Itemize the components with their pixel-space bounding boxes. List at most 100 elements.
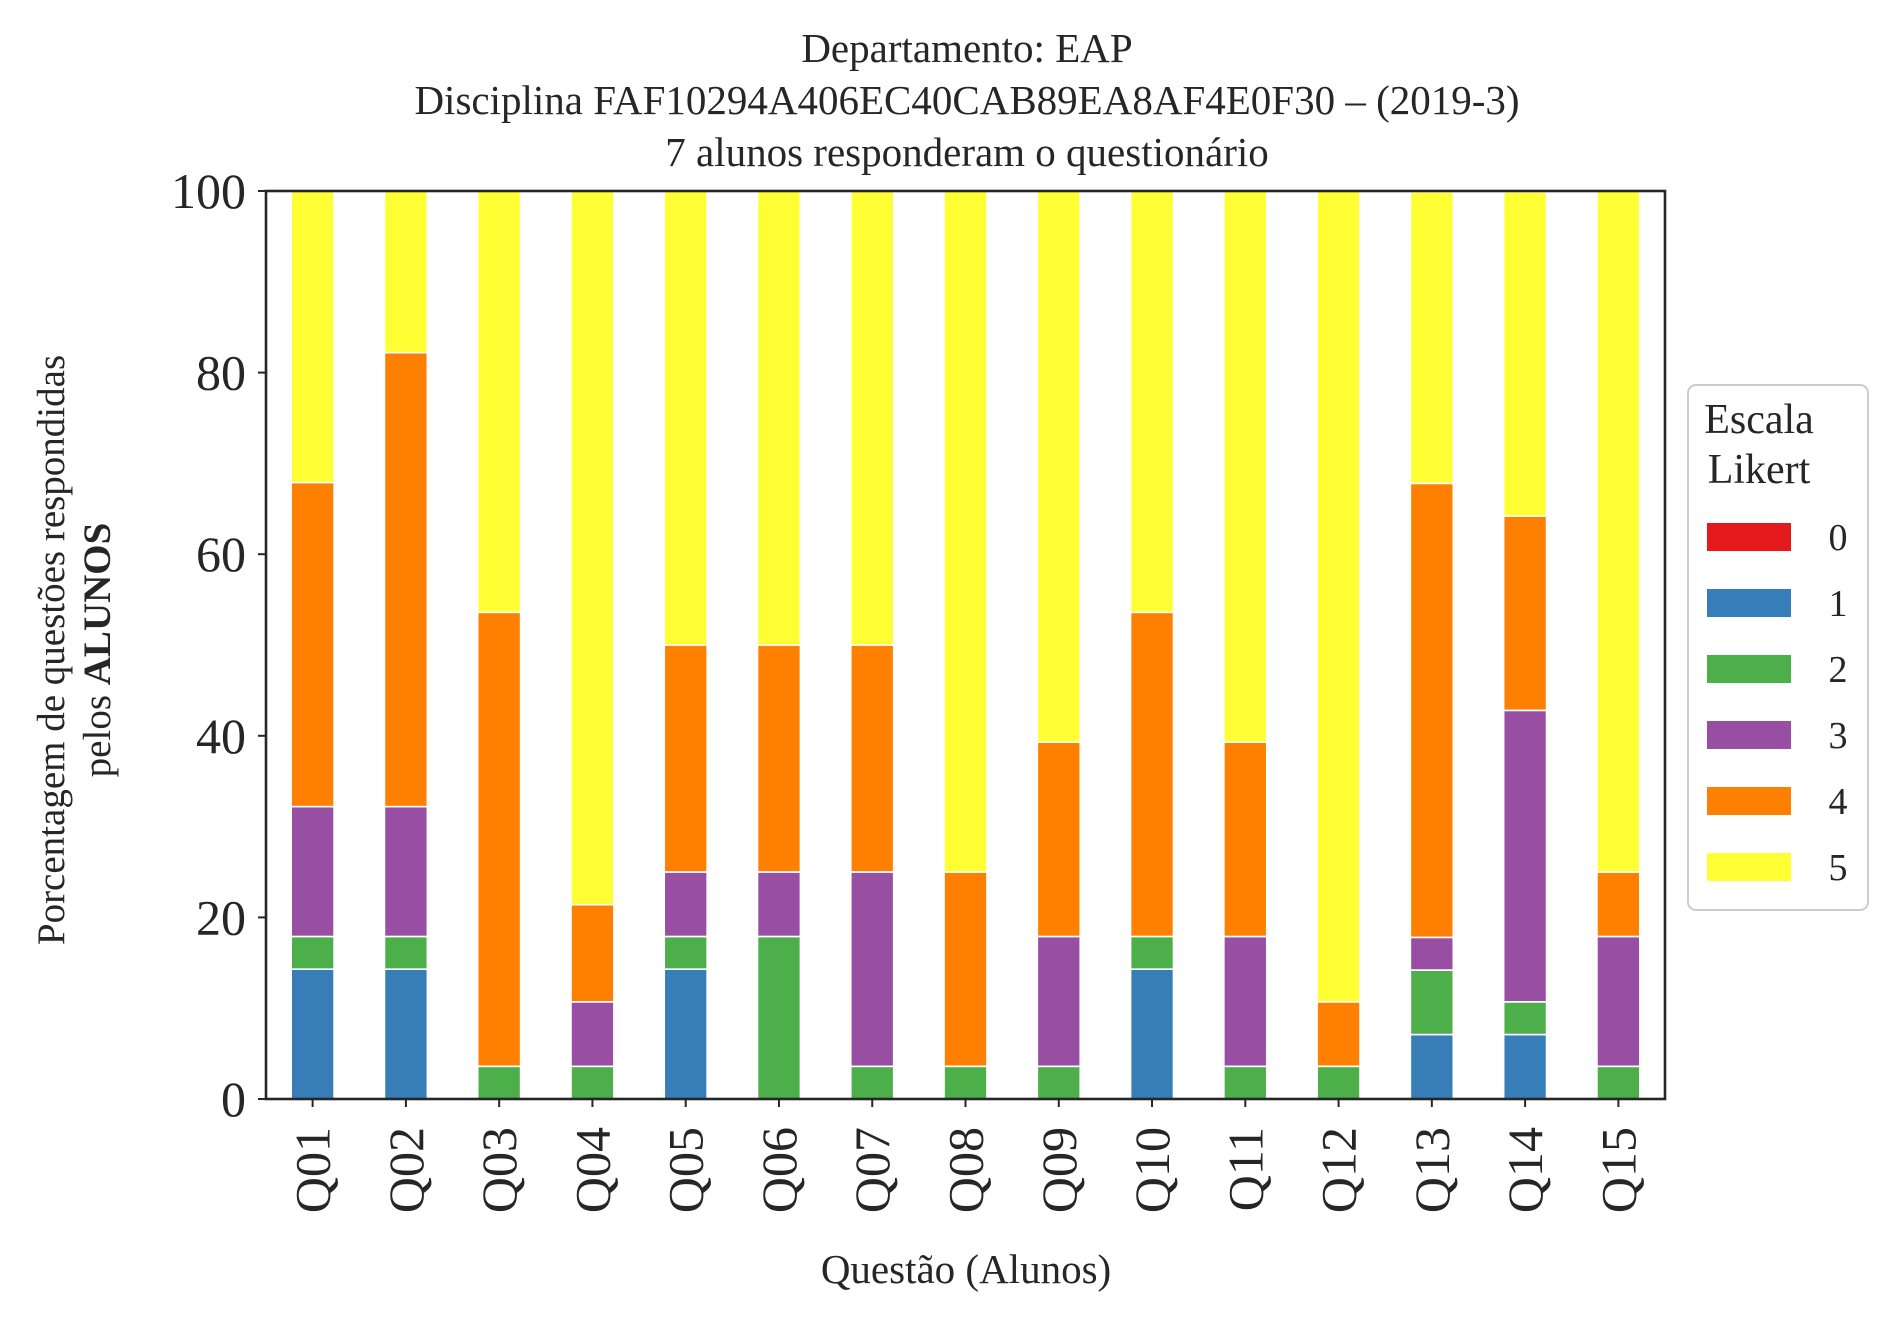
y-axis-ticks: 0 20 40 60 80 100: [171, 163, 266, 1127]
bar-segment-q06-scale-3: [756, 871, 802, 938]
x-tick-label-q10: Q10: [1124, 1127, 1180, 1213]
y-axis-label: Porcentagem de questões respondidas pelo…: [30, 355, 119, 945]
bar-segment-q07-scale-5: [849, 190, 895, 646]
bar-segment-q15-scale-2: [1596, 1065, 1641, 1100]
bar-segment-q13-scale-4: [1409, 482, 1455, 939]
bar-segment-q10-scale-1: [1129, 968, 1175, 1100]
x-tick-label-q03: Q03: [471, 1127, 527, 1213]
bar-segment-q14-scale-1: [1502, 1033, 1548, 1100]
bar-segment-q09-scale-2: [1036, 1065, 1082, 1100]
legend-swatch-1: [1707, 589, 1791, 617]
bar-segment-q11-scale-4: [1223, 741, 1268, 938]
bar-segment-q10-scale-5: [1129, 190, 1175, 614]
bar-segment-q06-scale-4: [756, 644, 802, 873]
bar-segment-q01-scale-2: [290, 935, 335, 970]
y-axis-label-bold: ALUNOS: [76, 523, 119, 686]
x-tick-label-q02: Q02: [378, 1127, 434, 1213]
legend: Escala Likert 0 1 2 3 4 5: [1687, 384, 1869, 911]
bar-segment-q07-scale-3: [849, 871, 895, 1068]
y-tick-label: 40: [196, 708, 246, 764]
y-axis-label-line-2: pelos ALUNOS: [76, 523, 119, 778]
x-tick-label-q13: Q13: [1404, 1127, 1460, 1213]
bar-segment-q15-scale-5: [1596, 190, 1641, 873]
title-line-1: Departamento: EAP: [801, 25, 1132, 71]
bar-segment-q10-scale-2: [1129, 935, 1175, 970]
bar-segment-q09-scale-4: [1036, 741, 1082, 938]
legend-label-4: 4: [1829, 781, 1848, 823]
legend-items: 0 1 2 3 4 5: [1707, 517, 1848, 889]
bar-segment-q15-scale-3: [1596, 935, 1641, 1068]
x-tick-label-q15: Q15: [1590, 1127, 1646, 1213]
bar-segment-q13-scale-1: [1409, 1033, 1455, 1100]
bar-segment-q04-scale-5: [570, 190, 615, 906]
bars: [290, 189, 1641, 1100]
x-tick-label-q12: Q12: [1311, 1127, 1367, 1213]
bar-segment-q13-scale-5: [1409, 191, 1455, 485]
bar-segment-q03-scale-4: [476, 611, 522, 1068]
bar-segment-q04-scale-3: [570, 1001, 615, 1068]
bar-segment-q03-scale-2: [476, 1065, 522, 1100]
bar-segment-q12-scale-4: [1316, 1001, 1361, 1068]
y-tick-label: 0: [221, 1071, 246, 1127]
x-tick-label-q01: Q01: [285, 1127, 341, 1213]
bar-segment-q01-scale-3: [290, 805, 335, 938]
legend-swatch-5: [1707, 853, 1791, 881]
bar-segment-q09-scale-5: [1036, 190, 1082, 743]
y-tick-label: 80: [196, 345, 246, 401]
title-line-2: Disciplina FAF10294A406EC40CAB89EA8AF4E0…: [414, 77, 1519, 123]
y-axis-label-line-1: Porcentagem de questões respondidas: [30, 355, 73, 945]
x-tick-label-q05: Q05: [658, 1127, 714, 1213]
bar-segment-q14-scale-2: [1502, 1001, 1548, 1036]
y-tick-label: 60: [196, 526, 246, 582]
bar-segment-q13-scale-3: [1409, 936, 1455, 971]
y-axis-label-prefix: pelos: [76, 685, 119, 777]
legend-swatch-4: [1707, 787, 1791, 815]
bar-segment-q02-scale-3: [383, 805, 429, 938]
bar-segment-q15-scale-4: [1596, 871, 1641, 938]
bar-segment-q14-scale-5: [1502, 191, 1548, 517]
bar-segment-q07-scale-4: [849, 644, 895, 873]
bar-segment-q02-scale-5: [383, 189, 429, 354]
legend-box: [1687, 384, 1869, 911]
legend-label-2: 2: [1829, 649, 1848, 691]
bar-segment-q13-scale-2: [1409, 969, 1455, 1036]
bar-segment-q06-scale-2: [756, 935, 802, 1100]
bar-segment-q08-scale-5: [943, 190, 988, 873]
bar-segment-q08-scale-2: [943, 1065, 988, 1100]
legend-label-1: 1: [1829, 583, 1848, 625]
x-tick-label-q06: Q06: [751, 1127, 807, 1213]
bar-segment-q05-scale-4: [663, 644, 708, 873]
legend-label-0: 0: [1829, 517, 1848, 559]
bar-segment-q02-scale-2: [383, 935, 429, 970]
bar-segment-q04-scale-2: [570, 1065, 615, 1100]
bar-segment-q01-scale-5: [290, 190, 335, 484]
legend-title-line-1: Escala: [1704, 397, 1814, 443]
bar-segment-q02-scale-1: [383, 968, 429, 1100]
x-tick-label-q09: Q09: [1031, 1127, 1087, 1213]
legend-label-5: 5: [1829, 847, 1848, 889]
bar-segment-q05-scale-1: [663, 968, 708, 1100]
x-axis-label: Questão (Alunos): [821, 1246, 1111, 1292]
legend-title-line-2: Likert: [1708, 447, 1811, 493]
legend-swatch-3: [1707, 721, 1791, 749]
bar-segment-q01-scale-1: [290, 968, 335, 1100]
bar-segment-q05-scale-3: [663, 871, 708, 938]
y-tick-label: 100: [171, 163, 246, 219]
bar-segment-q06-scale-5: [756, 190, 802, 646]
x-tick-label-q04: Q04: [564, 1127, 620, 1213]
y-tick-label: 20: [196, 889, 246, 945]
legend-label-3: 3: [1829, 715, 1848, 757]
chart-title: Departamento: EAP Disciplina FAF10294A40…: [414, 25, 1519, 175]
x-tick-label-q14: Q14: [1497, 1127, 1553, 1213]
bar-segment-q02-scale-4: [383, 351, 429, 808]
bar-segment-q05-scale-2: [663, 935, 708, 970]
bar-segment-q08-scale-4: [943, 871, 988, 1068]
x-tick-label-q07: Q07: [844, 1127, 900, 1213]
bar-segment-q11-scale-2: [1223, 1065, 1268, 1100]
bar-segment-q11-scale-5: [1223, 190, 1268, 743]
bar-segment-q12-scale-5: [1316, 190, 1361, 1003]
bar-segment-q11-scale-3: [1223, 935, 1268, 1068]
bar-segment-q10-scale-4: [1129, 611, 1175, 938]
bar-segment-q14-scale-4: [1502, 515, 1548, 712]
